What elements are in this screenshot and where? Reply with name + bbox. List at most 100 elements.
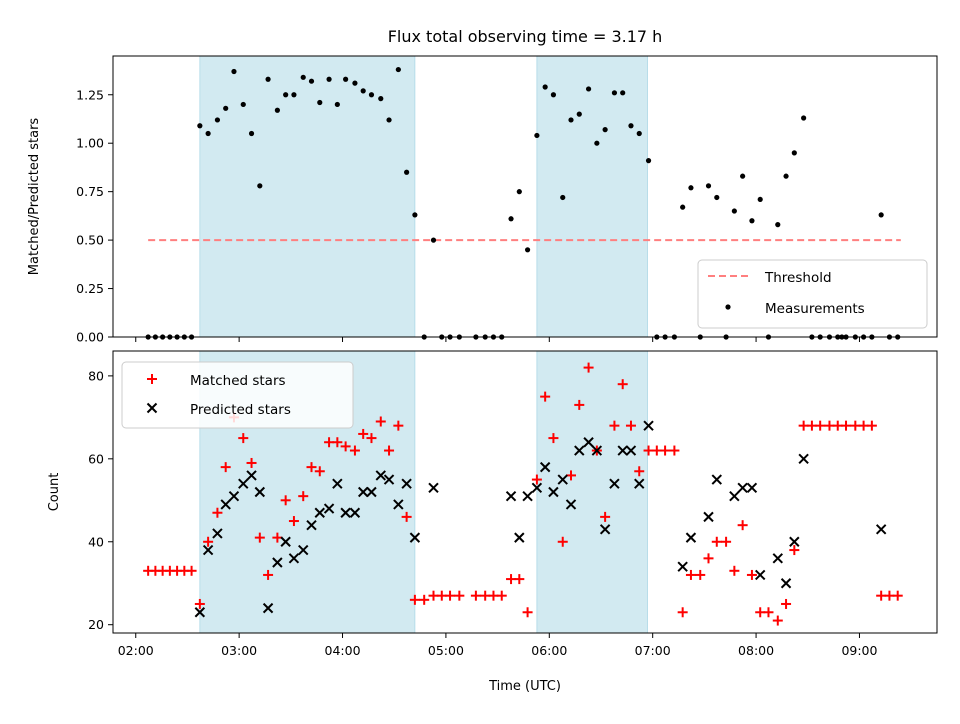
measurement-point <box>308 78 315 84</box>
measurement-point <box>585 86 592 92</box>
cross-b <box>565 499 577 510</box>
cross-b <box>228 490 240 502</box>
predicted-point <box>332 478 343 489</box>
predicted-point <box>323 503 335 514</box>
matched-point <box>574 399 585 410</box>
predicted-point <box>522 490 533 502</box>
axes-frame <box>112 55 938 338</box>
measurement-point <box>878 212 884 218</box>
cross-b <box>375 470 386 481</box>
legend-matched-swatch <box>147 374 157 384</box>
cross-b <box>409 532 421 543</box>
cross-b <box>634 478 645 489</box>
matched-point <box>401 511 412 522</box>
matched-point <box>445 590 456 601</box>
legend-box <box>697 259 928 329</box>
y-tick-label: 20 <box>88 617 104 632</box>
matched-point <box>634 466 645 477</box>
matched-point <box>306 462 317 473</box>
x-tick-label: 08:00 <box>738 643 774 658</box>
x-tick-label: 03:00 <box>221 643 257 658</box>
measurement-point <box>516 189 522 195</box>
predicted-point <box>539 461 551 473</box>
measurement-point <box>628 123 634 129</box>
measurement-point <box>611 90 618 96</box>
legend-predicted-swatch <box>146 402 158 414</box>
matched-point <box>685 569 696 580</box>
predicted-point <box>737 482 748 494</box>
cross-b <box>539 461 551 473</box>
measurement-point <box>231 68 237 75</box>
matched-point <box>514 574 525 585</box>
top-ylabel: Matched/Predicted stars <box>27 118 42 276</box>
matched-point <box>703 553 714 564</box>
legend-matched-label: Matched stars <box>190 373 286 389</box>
predicted-point <box>531 482 543 494</box>
legend-predicted-label: Predicted stars <box>190 402 291 418</box>
measurement-point <box>602 127 608 133</box>
measurement-point <box>801 115 807 121</box>
x-axis-label: Time (UTC) <box>488 679 561 694</box>
matched-point <box>246 457 257 468</box>
cross-b <box>514 532 525 543</box>
measurement-point <box>731 208 737 214</box>
predicted-point <box>685 532 697 543</box>
predicted-point <box>625 445 637 456</box>
measurement-point <box>214 117 221 123</box>
measurement-point <box>412 212 418 218</box>
cross-b <box>280 536 291 547</box>
matched-point <box>454 590 465 601</box>
measurement-point <box>714 194 720 201</box>
predicted-point <box>280 536 291 547</box>
ratio-panel: 0.00 0.25 0.50 0.75 1.00 1.25 <box>76 55 938 345</box>
cross-b <box>789 536 800 547</box>
matched-point <box>609 420 620 431</box>
cross-b <box>677 561 688 572</box>
cross-b <box>366 486 377 498</box>
x-tick-label: 02:00 <box>118 643 154 658</box>
predicted-point <box>780 578 792 589</box>
predicted-point <box>875 524 887 535</box>
predicted-point <box>711 474 722 485</box>
matched-point <box>772 615 783 626</box>
predicted-point <box>677 561 688 572</box>
measurement-point <box>368 92 375 98</box>
predicted-point <box>262 602 274 614</box>
matched-point <box>625 420 636 431</box>
predicted-point <box>591 445 603 456</box>
predicted-point <box>393 499 404 510</box>
measurement-point <box>524 247 531 253</box>
observing-interval <box>199 55 416 338</box>
predicted-point <box>298 544 309 556</box>
y-tick-label: 80 <box>88 368 104 383</box>
y-tick-label: 0.50 <box>76 233 104 248</box>
matched-point <box>358 428 369 439</box>
predicted-point <box>383 474 395 485</box>
cross-b <box>306 519 317 531</box>
predicted-point <box>288 553 300 564</box>
matched-point <box>349 445 360 456</box>
observing-interval <box>536 350 648 634</box>
matched-point <box>540 391 551 402</box>
legend-measurement-swatch <box>725 304 731 310</box>
predicted-point <box>599 524 611 535</box>
matched-point <box>737 520 748 531</box>
predicted-point <box>754 569 766 581</box>
matched-point <box>531 474 542 485</box>
cross-b <box>146 402 158 414</box>
matched-point <box>314 466 325 477</box>
cross-b <box>583 437 594 448</box>
measurement-point <box>378 96 384 102</box>
predicted-point <box>409 532 421 543</box>
y-tick-label: 1.00 <box>76 136 104 151</box>
cross-b <box>591 445 603 456</box>
predicted-point <box>212 528 223 539</box>
measurement-point <box>645 158 652 164</box>
matched-point <box>583 362 594 373</box>
cross-b <box>875 524 887 535</box>
cross-b <box>220 499 231 510</box>
measurement-point <box>680 204 686 210</box>
predicted-point <box>703 511 714 523</box>
measurement-point <box>705 183 712 189</box>
cross-b <box>574 445 585 456</box>
